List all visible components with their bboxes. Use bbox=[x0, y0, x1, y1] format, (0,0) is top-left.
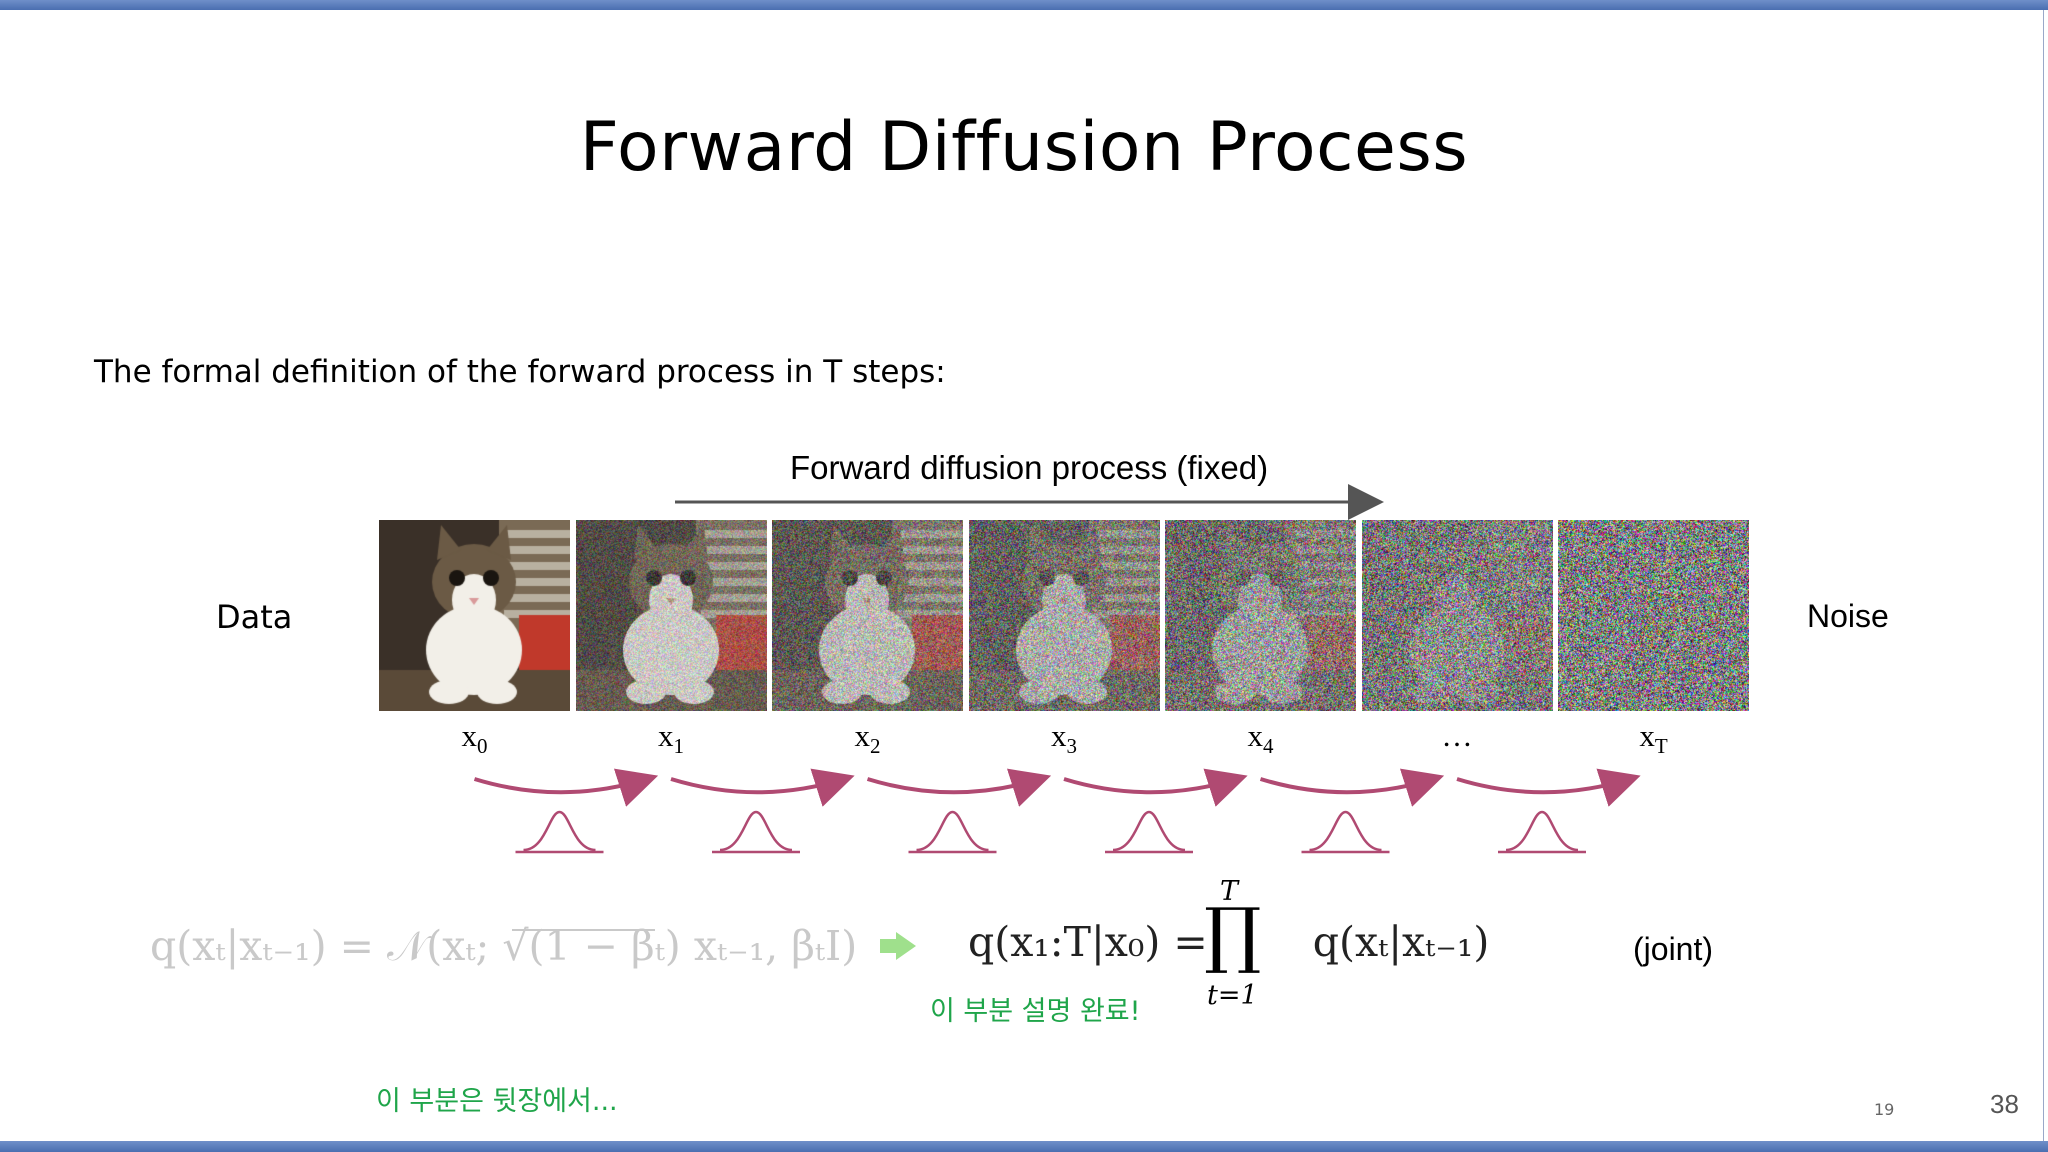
annotation-next: 이 부분은 뒷장에서... bbox=[376, 1086, 618, 1117]
slide-title: Forward Diffusion Process bbox=[579, 108, 1469, 187]
transition-arrow bbox=[670, 768, 855, 807]
joint-lhs: q(x₁:T|x₀) = bbox=[968, 918, 1221, 966]
frame-label-subscript: T bbox=[1654, 734, 1668, 759]
frame-label: x0 bbox=[415, 718, 535, 759]
frame-label: x2 bbox=[808, 718, 928, 759]
gaussian-curve bbox=[1309, 810, 1382, 852]
data-image bbox=[379, 520, 570, 711]
transition-arrow bbox=[866, 768, 1052, 807]
noisy-image bbox=[1558, 520, 1749, 711]
noisy-image bbox=[968, 520, 1160, 711]
transition-arrow bbox=[1456, 768, 1641, 807]
gaussian-curve bbox=[1112, 810, 1186, 852]
page-number: 38 bbox=[1990, 1089, 2019, 1119]
transition-arrow bbox=[1063, 768, 1248, 807]
product-upper-limit: T bbox=[1220, 876, 1239, 907]
noisy-image bbox=[1361, 520, 1553, 711]
frame-label-subscript: 2 bbox=[870, 734, 881, 759]
intro-text: The formal definition of the forward pro… bbox=[94, 354, 946, 390]
transition-arrow bbox=[1259, 768, 1445, 807]
data-label: Data bbox=[216, 598, 293, 636]
frame-label-subscript: 3 bbox=[1066, 734, 1078, 759]
frame-label-symbol: x bbox=[461, 718, 478, 753]
product-symbol: ∏ bbox=[1204, 892, 1262, 976]
gaussian-curve bbox=[523, 810, 596, 852]
product-lower-limit: t=1 bbox=[1207, 980, 1258, 1011]
noisy-image bbox=[1165, 520, 1356, 711]
frame-label-symbol: … bbox=[1441, 718, 1473, 753]
process-label: Forward diffusion process (fixed) bbox=[790, 449, 1269, 486]
frame-label-symbol: x bbox=[854, 718, 871, 753]
conditional-equation: q(xₜ|xₜ₋₁) = 𝒩(xₜ; √(1 − βₜ) xₜ₋₁, βₜI) bbox=[150, 922, 858, 970]
footer-page-small: 19 bbox=[1874, 1100, 1895, 1119]
green-arrow bbox=[880, 932, 916, 960]
joint-equation: q(x₁:T|x₀) = q(xₜ|xₜ₋₁) bbox=[968, 918, 1489, 966]
noisy-image bbox=[772, 520, 963, 711]
noisy-image bbox=[575, 520, 767, 711]
bottom-accent-bar bbox=[0, 1141, 2048, 1152]
frame-label: x3 bbox=[1004, 718, 1124, 759]
noise-label: Noise bbox=[1807, 598, 1889, 634]
gaussian-curve bbox=[916, 810, 989, 852]
frame-label-subscript: 1 bbox=[673, 734, 685, 759]
frame-label: x1 bbox=[611, 718, 731, 759]
frame-label: … bbox=[1397, 718, 1517, 754]
frame-label-symbol: x bbox=[1051, 718, 1067, 753]
frame-label-subscript: 4 bbox=[1263, 734, 1274, 759]
joint-rhs: q(xₜ|xₜ₋₁) bbox=[1312, 918, 1490, 966]
frame-label-symbol: x bbox=[1247, 718, 1264, 753]
transition-arrow bbox=[473, 768, 659, 807]
frame-label: x4 bbox=[1201, 718, 1321, 759]
frame-label: xT bbox=[1594, 718, 1714, 759]
frame-label-symbol: x bbox=[658, 718, 674, 753]
slide-edge bbox=[2043, 10, 2044, 1141]
frame-label-subscript: 0 bbox=[477, 734, 488, 759]
top-accent-bar bbox=[0, 0, 2048, 10]
joint-tag: (joint) bbox=[1633, 931, 1714, 967]
gaussian-curve bbox=[719, 810, 793, 852]
annotation-done: 이 부분 설명 완료! bbox=[930, 996, 1141, 1027]
gaussian-curve bbox=[1505, 810, 1579, 852]
frame-label-symbol: x bbox=[1639, 718, 1655, 753]
